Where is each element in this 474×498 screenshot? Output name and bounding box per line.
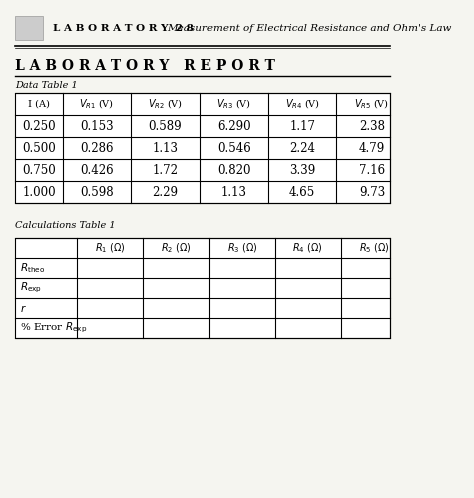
Text: $R_{\rm exp}$: $R_{\rm exp}$ bbox=[20, 281, 42, 295]
Text: Data Table 1: Data Table 1 bbox=[16, 81, 78, 90]
Text: 0.250: 0.250 bbox=[22, 120, 56, 132]
Text: 2.38: 2.38 bbox=[359, 120, 385, 132]
Text: 0.546: 0.546 bbox=[217, 141, 251, 154]
Text: 0.500: 0.500 bbox=[22, 141, 56, 154]
Text: 0.598: 0.598 bbox=[80, 185, 114, 199]
Text: $V_{R2}$ (V): $V_{R2}$ (V) bbox=[148, 97, 183, 111]
Text: 0.820: 0.820 bbox=[217, 163, 250, 176]
Text: 2.29: 2.29 bbox=[152, 185, 178, 199]
Text: 0.286: 0.286 bbox=[80, 141, 113, 154]
Text: 1.72: 1.72 bbox=[152, 163, 178, 176]
Text: $V_{R3}$ (V): $V_{R3}$ (V) bbox=[216, 97, 251, 111]
Text: L A B O R A T O R Y   R E P O R T: L A B O R A T O R Y R E P O R T bbox=[16, 59, 275, 73]
Text: $V_{R1}$ (V): $V_{R1}$ (V) bbox=[79, 97, 114, 111]
Text: 4.65: 4.65 bbox=[289, 185, 315, 199]
Text: 4.79: 4.79 bbox=[359, 141, 385, 154]
Text: $R_5\ (\Omega)$: $R_5\ (\Omega)$ bbox=[359, 241, 390, 255]
Bar bbox=[16, 16, 43, 40]
Text: I (A): I (A) bbox=[28, 100, 50, 109]
Text: 0.426: 0.426 bbox=[80, 163, 114, 176]
Text: 1.000: 1.000 bbox=[22, 185, 56, 199]
Text: Measurement of Electrical Resistance and Ohm's Law: Measurement of Electrical Resistance and… bbox=[167, 23, 451, 32]
Text: 6.290: 6.290 bbox=[217, 120, 251, 132]
Text: 3.39: 3.39 bbox=[289, 163, 315, 176]
Text: 1.13: 1.13 bbox=[221, 185, 247, 199]
Text: 9.73: 9.73 bbox=[359, 185, 385, 199]
Bar bbox=[16, 93, 391, 203]
Bar bbox=[16, 238, 391, 338]
Text: 0.750: 0.750 bbox=[22, 163, 56, 176]
Text: $R_{\rm theo}$: $R_{\rm theo}$ bbox=[20, 261, 45, 275]
Text: $R_4\ (\Omega)$: $R_4\ (\Omega)$ bbox=[292, 241, 323, 255]
Text: $V_{R5}$ (V): $V_{R5}$ (V) bbox=[355, 97, 390, 111]
Text: 1.13: 1.13 bbox=[152, 141, 178, 154]
Text: $V_{R4}$ (V): $V_{R4}$ (V) bbox=[285, 97, 320, 111]
Text: 2.24: 2.24 bbox=[289, 141, 315, 154]
Text: % Error $R_{\rm exp}$: % Error $R_{\rm exp}$ bbox=[20, 321, 87, 335]
Text: L A B O R A T O R Y  2 8: L A B O R A T O R Y 2 8 bbox=[53, 23, 194, 32]
Text: 7.16: 7.16 bbox=[359, 163, 385, 176]
Text: 1.17: 1.17 bbox=[289, 120, 315, 132]
Text: $R_3\ (\Omega)$: $R_3\ (\Omega)$ bbox=[227, 241, 257, 255]
Text: Calculations Table 1: Calculations Table 1 bbox=[16, 221, 116, 230]
Text: $R_2\ (\Omega)$: $R_2\ (\Omega)$ bbox=[161, 241, 191, 255]
Text: 0.153: 0.153 bbox=[80, 120, 114, 132]
Text: $R_1\ (\Omega)$: $R_1\ (\Omega)$ bbox=[95, 241, 126, 255]
Text: $r$: $r$ bbox=[20, 302, 27, 314]
Text: 0.589: 0.589 bbox=[148, 120, 182, 132]
